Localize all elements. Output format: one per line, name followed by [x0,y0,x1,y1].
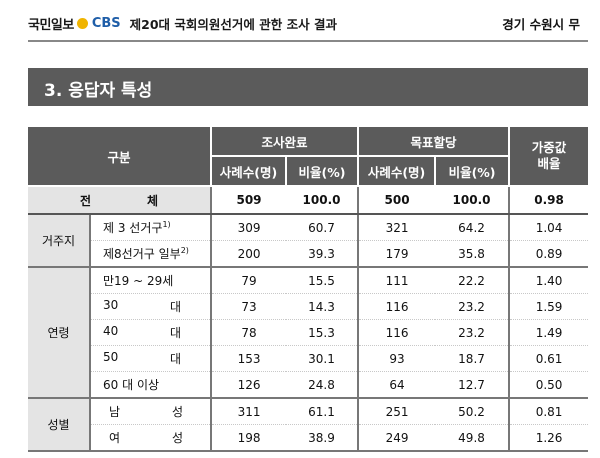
cases-header: 사례수(명) [211,156,288,187]
cell: 500 [358,185,436,215]
section-title: 3. 응답자 특성 [44,81,153,101]
cell: 15.5 [286,267,360,294]
cell: 311 [211,398,287,425]
cell: 100.0 [286,185,360,215]
residence-group-label: 거주지 [28,214,91,268]
cell: 116 [358,319,436,346]
col-group-header: 구분 [28,127,213,187]
row-label: 제8선거구 일부2) [90,240,213,268]
cell: 251 [358,398,436,425]
ratio-header: 비율(%) [286,156,360,187]
section-banner: 3. 응답자 특성 [28,68,588,106]
table-row: 50 대 153 30.1 93 18.7 0.61 [28,345,589,372]
cell: 50.2 [435,398,511,425]
sun-logo-icon [76,18,88,29]
region-label: 경기 수원시 무 [502,17,580,32]
report-header: 국민일보 CBS 제20대 국회의원선거에 관한 조사 결과 경기 수원시 무 [0,0,600,44]
cell: 1.40 [509,267,589,294]
table-row: 60 대 이상 126 24.8 64 12.7 0.50 [28,371,589,399]
cell: 321 [358,214,436,241]
row-label: 60 대 이상 [90,371,213,399]
cell: 249 [358,424,436,452]
cell: 153 [211,345,287,372]
cell: 64.2 [435,214,511,241]
cell: 23.2 [435,293,511,320]
cell: 100.0 [435,185,511,215]
table-row: 연령 만19 ~ 29세 79 15.5 111 22.2 1.40 [28,267,589,399]
cell: 0.98 [509,185,589,215]
ratio-header: 비율(%) [435,156,511,187]
cell: 111 [358,267,436,294]
respondent-table: 구분 조사완료 목표할당 가중값 배율 사례수(명) 비율(%) 사례수(명) … [28,127,589,452]
brand: 국민일보 CBS 제20대 국회의원선거에 관한 조사 결과 [28,14,337,33]
cell: 198 [211,424,287,452]
cell: 1.26 [509,424,589,452]
cbs-logo: CBS [91,16,121,31]
age-group-label: 연령 [28,267,91,399]
gender-group-label: 성별 [28,398,91,452]
row-label: 만19 ~ 29세 [90,267,213,294]
weight-header: 가중값 배율 [509,127,589,187]
cell: 200 [211,240,287,268]
cell: 60.7 [286,214,360,241]
cell: 1.04 [509,214,589,241]
row-label: 50 대 [90,345,213,372]
cell: 79 [211,267,287,294]
cell: 309 [211,214,287,241]
cell: 61.1 [286,398,360,425]
cases-header: 사례수(명) [358,156,437,187]
table-row: 거주지 제 3 선거구1) 309 60.7 321 64.2 1.04 [28,214,589,268]
cell: 78 [211,319,287,346]
cell: 38.9 [286,424,360,452]
cell: 12.7 [435,371,511,399]
survey-done-header: 조사완료 [211,127,360,157]
row-label: 30 대 [90,293,213,320]
cell: 24.8 [286,371,360,399]
cell: 18.7 [435,345,511,372]
cell: 39.3 [286,240,360,268]
cell: 0.61 [509,345,589,372]
cell: 30.1 [286,345,360,372]
cell: 35.8 [435,240,511,268]
table-row: 제8선거구 일부2) 200 39.3 179 35.8 0.89 [28,240,589,268]
row-label: 제 3 선거구1) [90,214,213,241]
cell: 49.8 [435,424,511,452]
table-row: 30 대 73 14.3 116 23.2 1.59 [28,293,589,320]
cell: 14.3 [286,293,360,320]
cell: 0.81 [509,398,589,425]
row-label: 40 대 [90,319,213,346]
kukmin-ilbo-logo: 국민일보 [28,18,74,33]
cell: 93 [358,345,436,372]
cell: 179 [358,240,436,268]
cell: 116 [358,293,436,320]
cell: 1.59 [509,293,589,320]
cell: 509 [211,185,287,215]
target-alloc-header: 목표할당 [358,127,511,157]
cell: 1.49 [509,319,589,346]
cell: 15.3 [286,319,360,346]
cell: 64 [358,371,436,399]
table-row: 40 대 78 15.3 116 23.2 1.49 [28,319,589,346]
header-divider [28,40,588,42]
cell: 126 [211,371,287,399]
cell: 0.89 [509,240,589,268]
cell: 22.2 [435,267,511,294]
report-subtitle: 제20대 국회의원선거에 관한 조사 결과 [129,17,337,32]
cell: 73 [211,293,287,320]
cell: 23.2 [435,319,511,346]
cell: 0.50 [509,371,589,399]
